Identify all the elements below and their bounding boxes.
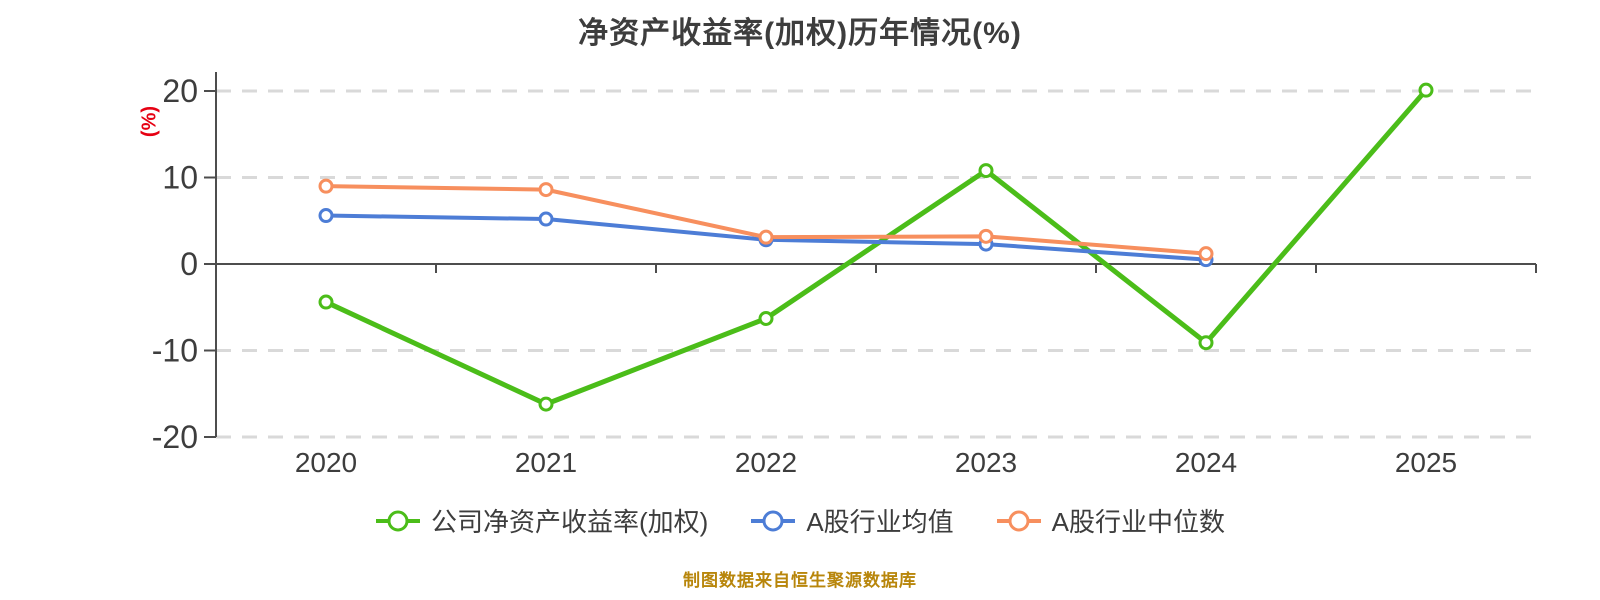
marker-company-roe-weighted-2020: [318, 294, 334, 310]
x-tick-label: 2025: [1395, 447, 1457, 478]
marker-a-share-industry-median-2022: [758, 229, 774, 245]
marker-a-share-industry-mean-2021: [538, 211, 554, 227]
marker-a-share-industry-median-2023: [978, 228, 994, 244]
y-tick-label: 0: [180, 246, 198, 282]
marker-company-roe-weighted-2023: [978, 163, 994, 179]
marker-a-share-industry-median-2021: [538, 182, 554, 198]
x-tick-label: 2022: [735, 447, 797, 478]
marker-company-roe-weighted-2024: [1198, 335, 1214, 351]
series-line-company-roe-weighted: [323, 87, 1429, 407]
marker-a-share-industry-mean-2020: [318, 208, 334, 224]
x-tick-label: 2024: [1175, 447, 1237, 478]
y-tick-label: -10: [152, 333, 198, 369]
marker-a-share-industry-median-2020: [318, 178, 334, 194]
marker-company-roe-weighted-2021: [538, 396, 554, 412]
x-tick-label: 2021: [515, 447, 577, 478]
legend-item-a-share-industry-median[interactable]: A股行业中位数: [996, 502, 1225, 539]
y-tick-label: 10: [162, 160, 198, 196]
legend-item-a-share-industry-mean[interactable]: A股行业均值: [750, 502, 954, 539]
legend-label-a-share-industry-mean: A股行业均值: [806, 507, 954, 537]
legend-marker-a-share-industry-median: [996, 510, 1041, 531]
x-tick-label: 2020: [295, 447, 357, 478]
chart-title: 净资产收益率(加权)历年情况(%): [578, 17, 1022, 50]
legend-label-a-share-industry-median: A股行业中位数: [1051, 507, 1225, 537]
legend-label-company-roe-weighted: 公司净资产收益率(加权): [430, 507, 709, 537]
marker-a-share-industry-median-2024: [1198, 246, 1214, 262]
y-tick-label: -20: [152, 419, 198, 455]
legend: 公司净资产收益率(加权) A股行业均值 A股行业中位数: [0, 502, 1600, 539]
legend-marker-company-roe-weighted: [375, 510, 420, 531]
legend-item-company-roe-weighted[interactable]: 公司净资产收益率(加权): [375, 502, 708, 539]
marker-company-roe-weighted-2022: [758, 310, 774, 326]
x-tick-label: 2023: [955, 447, 1017, 478]
y-tick-label: 20: [162, 73, 198, 109]
data-source-caption: 制图数据来自恒生聚源数据库: [683, 571, 917, 590]
marker-company-roe-weighted-2025: [1418, 82, 1434, 98]
legend-marker-a-share-industry-mean: [751, 510, 796, 531]
